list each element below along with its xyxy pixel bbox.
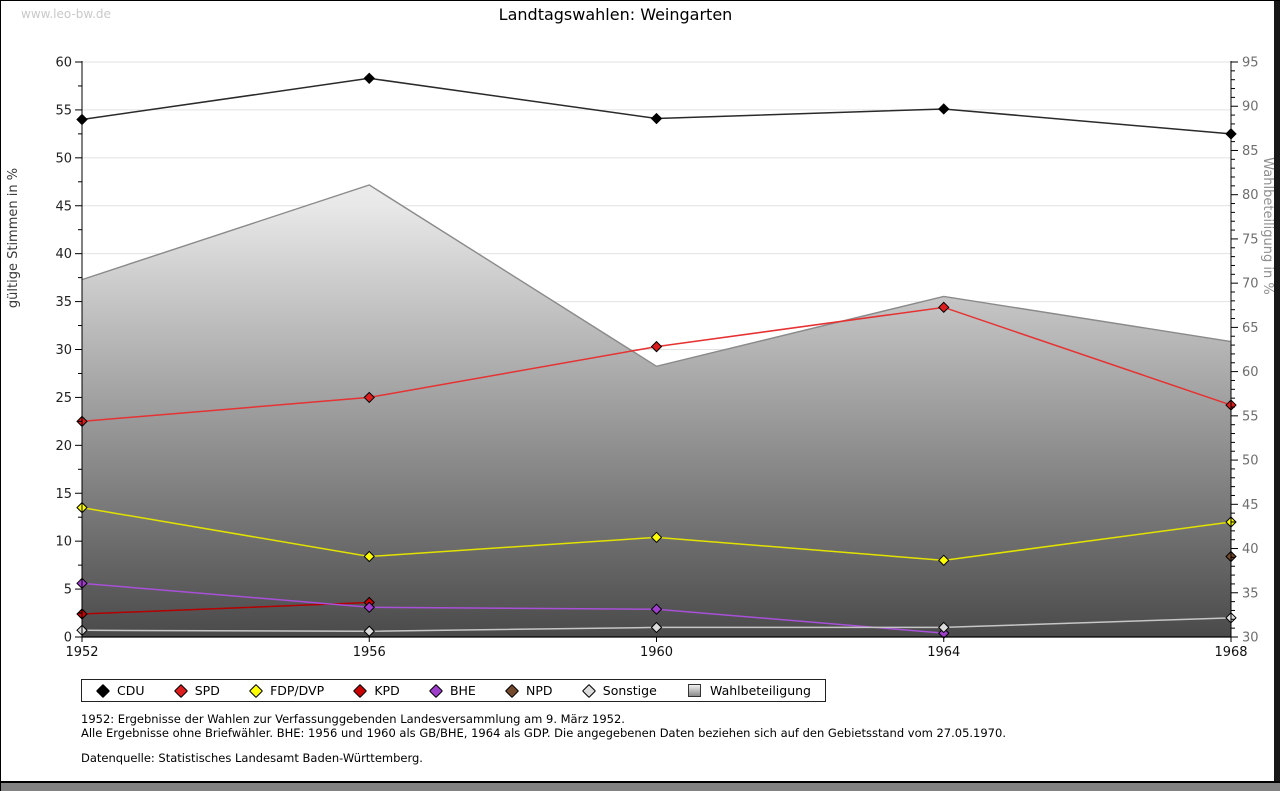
left-tick-label: 10 (55, 535, 72, 550)
data-point (363, 550, 375, 563)
right-tick-label: 60 (1242, 365, 1259, 380)
legend-item-fdp-dvp: FDP/DVP (248, 683, 325, 698)
data-point (650, 621, 663, 634)
data-point (938, 621, 950, 634)
x-tick-label: 1952 (65, 645, 98, 660)
x-tick-label: 1960 (640, 645, 673, 660)
window-right-edge (1274, 1, 1280, 791)
right-axis-title: Wahlbeteiligung in % (1260, 157, 1275, 294)
data-point (650, 603, 663, 615)
legend-label: BHE (449, 683, 476, 698)
series-line (81, 601, 370, 615)
legend-marker-diamond (95, 683, 111, 698)
participation-area-border (81, 184, 1232, 368)
legend-item-kpd: KPD (353, 683, 400, 698)
legend-label: KPD (374, 683, 400, 698)
left-tick-label: 60 (55, 56, 72, 71)
chart-title: Landtagswahlen: Weingarten (498, 5, 733, 24)
legend-marker-diamond (504, 683, 520, 698)
series-fdp-dvp (76, 501, 1237, 567)
left-tick-label: 30 (55, 343, 72, 358)
x-tick-label: 1956 (353, 645, 386, 660)
right-tick-label: 90 (1242, 100, 1259, 115)
left-tick-label: 0 (64, 631, 72, 646)
election-chart: 0 5 10 15 20 25 30 35 40 45 50 55 60 30 35 40 45 50 55 60 65… (6, 56, 1275, 661)
left-tick-label: 55 (55, 103, 72, 118)
data-point (650, 340, 663, 353)
legend-marker-diamond (581, 683, 596, 698)
legend-marker-diamond (173, 683, 188, 698)
participation-area (82, 184, 1231, 637)
right-tick-label: 85 (1242, 144, 1259, 159)
series-bhe (76, 577, 950, 639)
left-axis-title: gültige Stimmen in % (6, 168, 21, 308)
right-tick-label: 50 (1242, 454, 1259, 469)
axes: 0 5 10 15 20 25 30 35 40 45 50 55 60 30 35 40 45 50 55 60 65… (55, 56, 1258, 661)
legend-marker-diamond (248, 683, 264, 698)
left-tick-label: 20 (55, 439, 72, 454)
right-tick-label: 35 (1242, 586, 1259, 601)
series-cdu (76, 72, 1237, 140)
footnote-line-2: Alle Ergebnisse ohne Briefwähler. BHE: 1… (81, 725, 1006, 740)
window-bottom-edge (1, 781, 1280, 791)
legend-label: SPD (194, 683, 220, 698)
legend-item-cdu: CDU (95, 683, 145, 698)
left-tick-label: 35 (55, 295, 72, 310)
legend-item-wahlbeteiligung: Wahlbeteiligung (688, 683, 811, 698)
legend-marker-diamond (428, 683, 444, 698)
data-point (938, 103, 950, 115)
x-tick-label: 1964 (927, 645, 960, 660)
watermark: www.leo-bw.de (21, 7, 111, 21)
right-tick-label: 40 (1242, 542, 1259, 557)
series-sonstige (76, 612, 1237, 637)
right-tick-label: 45 (1242, 498, 1259, 513)
data-point (650, 112, 663, 125)
right-tick-label: 80 (1242, 188, 1259, 203)
data-point (938, 554, 950, 567)
legend-label: NPD (526, 683, 553, 698)
legend-item-spd: SPD (173, 683, 220, 698)
legend-label: Sonstige (602, 683, 657, 698)
left-tick-label: 25 (55, 391, 72, 406)
legend-label: Wahlbeteiligung (710, 683, 811, 698)
right-tick-label: 65 (1242, 321, 1259, 336)
data-point (363, 601, 375, 613)
footnote-source: Datenquelle: Statistisches Landesamt Bad… (81, 751, 423, 765)
right-tick-label: 70 (1242, 277, 1259, 292)
series-line (81, 77, 1232, 135)
left-tick-label: 5 (64, 583, 72, 598)
data-point (363, 391, 375, 404)
legend-label: CDU (117, 683, 145, 698)
left-tick-label: 40 (55, 247, 72, 262)
data-point (650, 531, 663, 544)
legend-marker-square (688, 684, 702, 697)
data-point (363, 72, 375, 84)
legend-item-bhe: BHE (428, 683, 476, 698)
left-tick-label: 50 (55, 151, 72, 166)
left-tick-label: 15 (55, 487, 72, 502)
legend-label: FDP/DVP (270, 683, 325, 698)
data-point (363, 625, 375, 637)
legend-item-npd: NPD (504, 683, 553, 698)
x-tick-label: 1968 (1214, 645, 1247, 660)
footnote-line-1: 1952: Ergebnisse der Wahlen zur Verfassu… (81, 712, 625, 726)
series-line (81, 582, 944, 634)
chart-legend: CDU SPD FDP/DVP KPD BHE NPD Sonstige Wahlbeteil… (81, 679, 826, 702)
right-tick-label: 30 (1242, 631, 1259, 646)
right-tick-label: 95 (1242, 56, 1259, 71)
right-tick-label: 75 (1242, 232, 1259, 247)
legend-item-sonstige: Sonstige (581, 683, 657, 698)
data-point (938, 301, 950, 314)
left-tick-label: 45 (55, 199, 72, 214)
footnotes: 1952: Ergebnisse der Wahlen zur Verfassu… (81, 712, 1006, 766)
right-tick-label: 55 (1242, 409, 1259, 424)
legend-marker-diamond (353, 683, 368, 698)
